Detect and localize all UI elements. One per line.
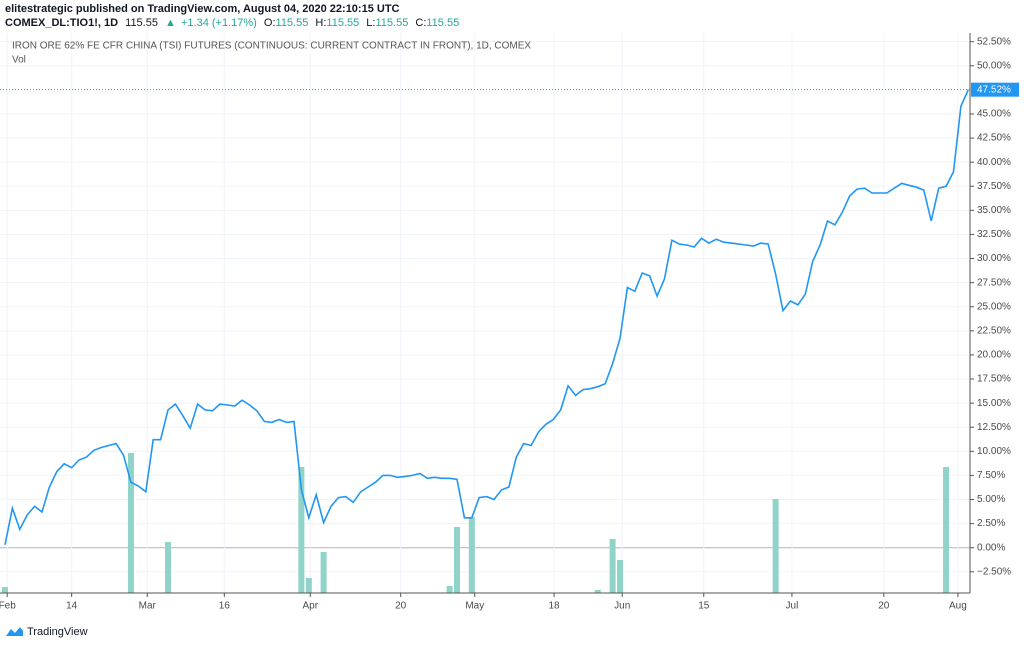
x-tick-label: 20 (878, 601, 890, 612)
footer-logo: TradingView (6, 626, 88, 638)
publisher: elitestrategic published on TradingView.… (5, 3, 400, 15)
arrow: ▲ (165, 17, 176, 29)
x-tick-label: Mar (139, 601, 157, 612)
high-label: H: (315, 17, 326, 29)
price: 115.55 (125, 17, 158, 29)
volume-bar (468, 517, 475, 593)
volume-bar (305, 578, 312, 593)
last-value-box (971, 82, 1019, 97)
y-tick-label: 15.00% (977, 398, 1011, 409)
x-tick-label: 16 (219, 601, 231, 612)
grid (0, 33, 970, 593)
close-label: C: (415, 17, 426, 29)
symbol-line: COMEX_DL:TIO1!, 1D 115.55 ▲ +1.34 (+1.17… (5, 17, 459, 29)
y-tick-label: 42.50% (977, 133, 1011, 144)
y-tick-label: 22.50% (977, 325, 1011, 336)
last-value-label: 47.52% (977, 84, 1011, 95)
x-tick-label: 20 (395, 601, 407, 612)
x-tick-label: 18 (549, 601, 561, 612)
logo (6, 627, 23, 636)
volume-bar (164, 542, 171, 593)
y-tick-label: 2.50% (977, 518, 1005, 529)
y-tick-label: 32.50% (977, 229, 1011, 240)
y-tick-label: 35.00% (977, 205, 1011, 216)
x-tick-label: Aug (949, 601, 967, 612)
x-tick-label: 15 (698, 601, 710, 612)
y-tick-label: −2.50% (977, 566, 1011, 577)
y-tick-label: 17.50% (977, 374, 1011, 385)
volume-bar (943, 467, 950, 593)
y-tick-label: 0.00% (977, 542, 1005, 553)
chart-title: IRON ORE 62% FE CFR CHINA (TSI) FUTURES … (12, 41, 531, 52)
x-tick-label: 14 (66, 601, 78, 612)
price-line (4, 89, 970, 545)
volume-label: Vol (12, 55, 26, 66)
high: 115.55 (326, 17, 359, 29)
y-tick-label: 20.00% (977, 350, 1011, 361)
x-tick-label: Apr (302, 601, 318, 612)
brand[interactable]: TradingView (27, 626, 88, 638)
volume-bar (617, 560, 624, 593)
y-tick-label: 27.50% (977, 277, 1011, 288)
y-tick-label: 50.00% (977, 60, 1011, 71)
y-tick-label: 45.00% (977, 109, 1011, 120)
x-tick-label: May (465, 601, 484, 612)
y-tick-label: 12.50% (977, 422, 1011, 433)
x-tick-label: Jul (786, 601, 799, 612)
volume-bar (609, 539, 616, 593)
publisher-line: elitestrategic published on TradingView.… (5, 3, 400, 15)
x-tick-label: Feb (0, 601, 16, 612)
volume-bar (298, 467, 305, 593)
close: 115.55 (426, 17, 459, 29)
open-label: O: (264, 17, 276, 29)
volume-bar (320, 552, 327, 593)
open: 115.55 (276, 17, 309, 29)
volume-pane (1, 453, 950, 593)
y-tick-label: 37.50% (977, 181, 1011, 192)
axes: −2.50% 0.00% 2.50% 5.00% 7.50% 10.00% 12.50% 15… (0, 33, 1019, 612)
y-tick-label: 52.50% (977, 36, 1011, 47)
y-tick-label: 40.00% (977, 157, 1011, 168)
low-label: L: (366, 17, 375, 29)
x-tick-label: Jun (614, 601, 630, 612)
price-pane (0, 89, 970, 545)
low: 115.55 (375, 17, 408, 29)
volume-bar (453, 527, 460, 593)
y-tick-label: 25.00% (977, 301, 1011, 312)
volume-bar (127, 453, 134, 593)
change: +1.34 (+1.17%) (181, 17, 257, 29)
volume-bar (446, 586, 453, 593)
y-tick-label: 7.50% (977, 470, 1005, 481)
symbol: COMEX_DL:TIO1!, 1D (5, 17, 118, 29)
volume-bar (1, 587, 8, 593)
y-tick-label: 5.00% (977, 494, 1005, 505)
volume-bar (594, 590, 601, 593)
volume-bar (772, 499, 779, 593)
y-tick-label: 10.00% (977, 446, 1011, 457)
y-tick-label: 30.00% (977, 253, 1011, 264)
